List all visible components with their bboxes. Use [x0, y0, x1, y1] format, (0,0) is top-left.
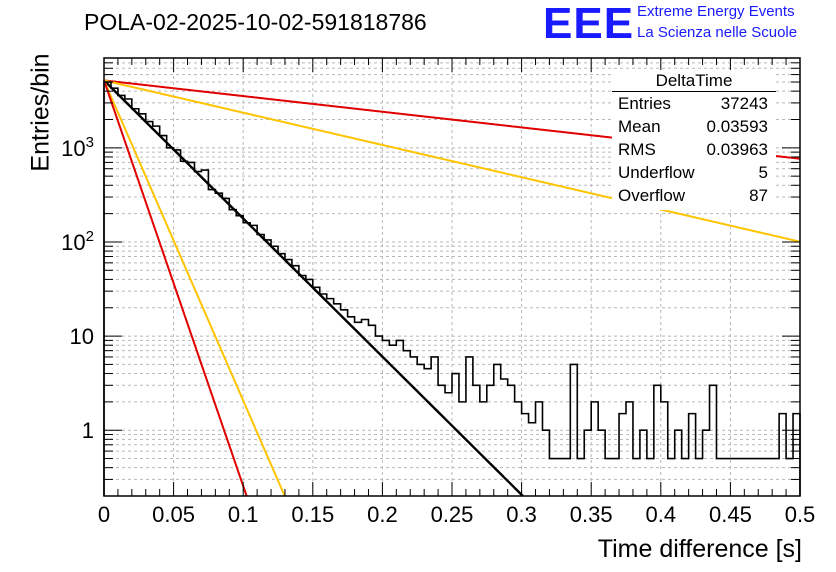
curve-tau-lower-yellow: [103, 80, 286, 497]
x-tick-label: 0: [98, 502, 110, 527]
x-axis-label: Time difference [s]: [597, 535, 802, 563]
logo-subtitle-line2: La Scienza nelle Scuole: [637, 24, 798, 41]
stats-value: 5: [758, 163, 768, 182]
logo-subtitle-line1: Extreme Energy Events: [637, 3, 795, 20]
x-tick-label: 0.5: [785, 502, 816, 527]
stats-row-rms: RMS 0.03963: [612, 138, 776, 161]
x-tick-label: 0.45: [709, 502, 752, 527]
eee-logo: EEE: [543, 0, 635, 48]
x-tick-label: 0.15: [291, 502, 334, 527]
tick-labels: 0 0.05 0.1 0.15 0.2 0.25 0.3 0.35 0.4 0.45 0.5 1 10 1…: [61, 134, 815, 527]
axis-ticks: [103, 57, 801, 497]
stats-row-underflow: Underflow 5: [612, 161, 776, 184]
stats-box: DeltaTime Entries 37243 Mean 0.03593 RMS…: [612, 70, 776, 210]
stats-label: Underflow: [618, 163, 695, 182]
x-tick-label: 0.25: [431, 502, 474, 527]
x-tick-label: 0.35: [570, 502, 613, 527]
histogram: [103, 81, 801, 496]
stats-label: Mean: [618, 117, 661, 136]
curve-tau-lower-red: [103, 80, 248, 497]
x-tick-label: 0.4: [646, 502, 677, 527]
histogram-steps: [103, 81, 801, 496]
stats-value: 87: [749, 186, 768, 205]
x-tick-label: 0.2: [367, 502, 398, 527]
curve-tau-upper-yellow: [103, 79, 801, 243]
y-tick-label: 1: [82, 418, 94, 443]
stats-row-mean: Mean 0.03593: [612, 115, 776, 138]
stats-value: 37243: [720, 94, 768, 113]
y-tick-label: 10: [70, 324, 94, 349]
stats-value: 0.03593: [706, 117, 768, 136]
stats-row-entries: Entries 37243: [612, 92, 776, 115]
y-tick-label: 102: [61, 228, 94, 255]
stats-label: Entries: [618, 94, 671, 113]
x-tick-label: 0.05: [152, 502, 195, 527]
stats-label: Overflow: [618, 186, 686, 205]
stats-label: RMS: [618, 140, 656, 159]
y-tick-label: 103: [61, 134, 94, 161]
x-tick-label: 0.1: [228, 502, 259, 527]
stats-row-overflow: Overflow 87: [612, 184, 776, 207]
stats-name: DeltaTime: [612, 70, 776, 92]
x-tick-label: 0.3: [506, 502, 537, 527]
stats-value: 0.03963: [706, 140, 768, 159]
grid-lines: [104, 58, 800, 496]
chart-title: POLA-02-2025-10-02-591818786: [84, 9, 427, 35]
